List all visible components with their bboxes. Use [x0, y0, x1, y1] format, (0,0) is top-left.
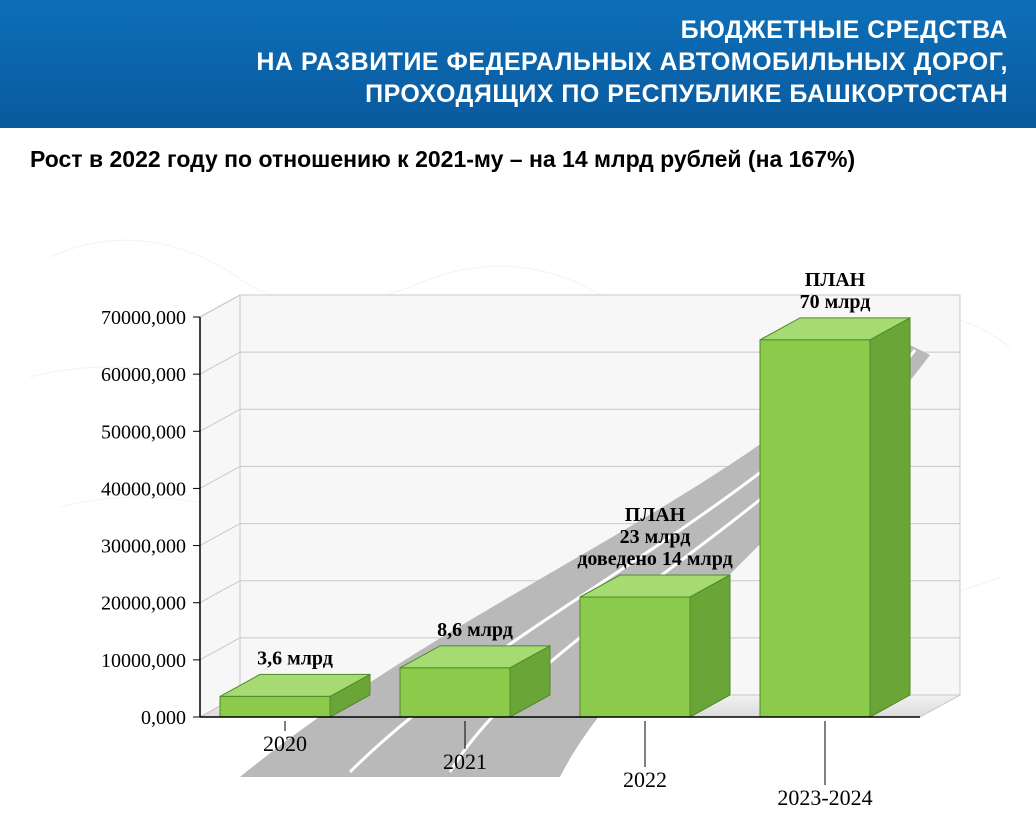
x-tick-label: 2021 — [443, 749, 487, 774]
y-tick-label: 60000,000 — [101, 364, 186, 386]
bar-plan-label: 70 млрд — [800, 291, 871, 313]
y-tick-label: 30000,000 — [101, 536, 186, 558]
bar-plan-label: ПЛАН — [625, 504, 686, 526]
y-tick-label: 0,000 — [141, 707, 186, 729]
y-tick-label: 20000,000 — [101, 593, 186, 615]
y-tick-label: 10000,000 — [101, 650, 186, 672]
header-line1: БЮДЖЕТНЫЕ СРЕДСТВА — [28, 14, 1008, 46]
bar-plan-label: 23 млрд — [620, 526, 691, 548]
bar-plan-label: доведено 14 млрд — [577, 548, 732, 570]
subtitle: Рост в 2022 году по отношению к 2021-му … — [0, 128, 1036, 177]
header-line2: НА РАЗВИТИЕ ФЕДЕРАЛЬНЫХ АВТОМОБИЛЬНЫХ ДО… — [28, 46, 1008, 78]
y-tick-label: 70000,000 — [101, 307, 186, 329]
bar — [400, 646, 550, 717]
bar-value-label: 3,6 млрд — [257, 647, 333, 669]
bar-chart-svg: 0,000 10000,000 20000,000 30000,000 40000,00… — [0, 177, 1036, 817]
y-tick-label: 50000,000 — [101, 421, 186, 443]
chart-side-wall — [200, 295, 240, 717]
y-tick-label: 40000,000 — [101, 478, 186, 500]
bar-plan-label: ПЛАН — [805, 269, 866, 291]
x-tick-label: 2020 — [263, 731, 307, 756]
x-tick-label: 2022 — [623, 767, 667, 792]
x-tick-label: 2023-2024 — [777, 785, 872, 810]
header-banner: БЮДЖЕТНЫЕ СРЕДСТВА НА РАЗВИТИЕ ФЕДЕРАЛЬН… — [0, 0, 1036, 128]
header-line3: ПРОХОДЯЩИХ ПО РЕСПУБЛИКЕ БАШКОРТОСТАН — [28, 78, 1008, 110]
chart: 0,000 10000,000 20000,000 30000,000 40000,00… — [0, 177, 1036, 817]
bar — [580, 575, 730, 717]
bar — [760, 318, 910, 717]
bar-value-label: 8,6 млрд — [437, 619, 513, 641]
